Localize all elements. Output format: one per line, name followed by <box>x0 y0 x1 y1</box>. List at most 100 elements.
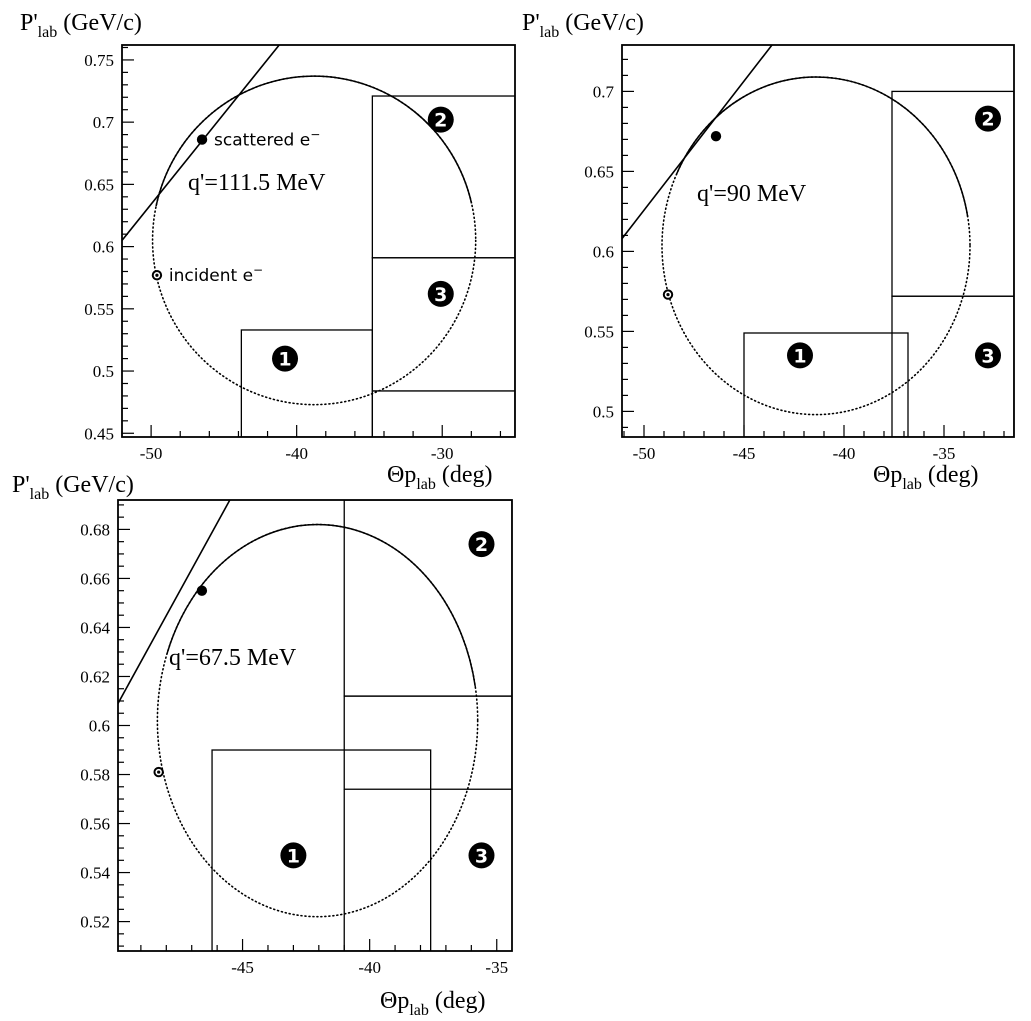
region-3-box <box>343 695 512 790</box>
region-3-badge <box>427 280 454 307</box>
y-tick-label: 0.54 <box>80 864 110 883</box>
y-axis-title: P'lab (GeV/c) <box>12 472 134 503</box>
region-2-badge <box>975 105 1001 132</box>
elastic-peak-line <box>118 500 231 704</box>
plot-area <box>622 45 1014 437</box>
y-tick-label: 0.66 <box>80 569 110 588</box>
chart-panel-bottom-left: 1 2 3 q'=67.5 MeV -45 -40 -35 0.52 0.54 0.56 0.58 0… <box>12 472 513 1019</box>
q-prime-label: q'=67.5 MeV <box>169 645 297 671</box>
x-tick-label: -30 <box>431 444 454 463</box>
region-2-badge-number: 2 <box>434 110 447 132</box>
x-axis-title: Θplab (deg) <box>380 988 486 1019</box>
plot-area <box>118 500 512 951</box>
x-axis-title: Θplab (deg) <box>873 462 979 493</box>
region-1-box <box>240 329 374 437</box>
y-tick-label: 0.55 <box>84 300 114 319</box>
region-3-badge <box>468 842 495 869</box>
x-tick-label: -45 <box>231 958 254 977</box>
region-1-badge-number: 1 <box>287 845 300 867</box>
y-tick-label: 0.6 <box>93 238 114 257</box>
incident-electron-point-core <box>155 273 159 277</box>
y-tick-label: 0.68 <box>80 520 110 539</box>
y-tick-label: 0.56 <box>80 815 110 834</box>
region-1-badge <box>787 342 813 369</box>
region-2-badge <box>427 106 454 133</box>
x-axis-title-subscript: lab <box>902 476 922 493</box>
plot-frame <box>121 44 516 438</box>
y-axis-title-symbol: P' <box>12 472 30 498</box>
region-3-box <box>891 295 1014 437</box>
region-1-badge <box>280 842 307 869</box>
region-1-box <box>211 749 432 951</box>
scattered-electron-point <box>196 134 208 145</box>
x-axis-title: Θplab (deg) <box>387 462 493 493</box>
x-tick-label: -50 <box>140 444 163 463</box>
x-tick-label: -40 <box>358 958 381 977</box>
y-tick-label: 0.5 <box>593 402 614 421</box>
marker-label-superscript: − <box>310 128 320 142</box>
q-prime-label: q'=111.5 MeV <box>188 170 326 196</box>
y-tick-label: 0.7 <box>93 113 115 132</box>
y-axis-title-subscript: lab <box>540 24 560 41</box>
region-2-badge-number: 2 <box>981 109 994 131</box>
kinematic-ellipse-solid-arc <box>155 75 473 207</box>
y-axis-title-subscript: lab <box>30 486 50 503</box>
x-tick-label: -40 <box>285 444 308 463</box>
y-axis-title-unit: (GeV/c) <box>55 472 134 498</box>
scattered-electron-point <box>196 585 208 596</box>
chart-panel-top-right: 1 2 3 q'=90 MeV -50 -45 -40 -35 0.5 0.55 0.6 0.65 0.… <box>522 10 1015 493</box>
y-axis-title: P'lab (GeV/c) <box>20 10 142 41</box>
region-1-badge-number: 1 <box>793 345 806 367</box>
y-axis-title-subscript: lab <box>38 24 58 41</box>
kinematic-ellipse-dotted <box>156 523 479 918</box>
marker-label-superscript: − <box>253 263 263 277</box>
y-tick-label: 0.6 <box>593 242 614 261</box>
y-tick-label: 0.5 <box>93 362 114 381</box>
y-axis-title-unit: (GeV/c) <box>63 10 142 36</box>
y-tick-label: 0.64 <box>80 618 110 637</box>
y-tick-label: 0.45 <box>84 424 114 443</box>
x-axis-title-unit: (deg) <box>442 462 493 488</box>
scattered-electron-point <box>710 131 722 142</box>
region-1-badge <box>272 345 299 372</box>
region-1-box <box>743 332 909 437</box>
y-tick-label: 0.52 <box>80 913 110 932</box>
y-tick-label: 0.65 <box>84 175 114 194</box>
region-3-badge-number: 3 <box>981 345 994 367</box>
region-3-badge <box>975 342 1001 369</box>
y-axis-title-symbol: P' <box>20 10 38 36</box>
y-tick-label: 0.75 <box>84 51 114 70</box>
x-tick-label: -35 <box>933 444 956 463</box>
x-tick-label: -50 <box>633 444 656 463</box>
incident-electron-point-core <box>666 293 670 297</box>
region-2-box <box>343 500 512 697</box>
region-2-badge-number: 2 <box>475 534 488 556</box>
plot-area <box>122 45 515 437</box>
x-axis-title-unit: (deg) <box>435 988 486 1014</box>
x-tick-label: -35 <box>485 958 508 977</box>
scattered-electron-label: scattered e− <box>214 128 320 151</box>
y-axis-title-unit: (GeV/c) <box>565 10 644 36</box>
marker-label-text: incident e <box>169 266 253 286</box>
x-axis-title-symbol: Θp <box>380 988 409 1014</box>
plot-frame <box>621 44 1015 438</box>
y-tick-label: 0.62 <box>80 667 110 686</box>
x-axis-title-unit: (deg) <box>928 462 979 488</box>
x-axis-title-subscript: lab <box>416 476 436 493</box>
region-3-badge-number: 3 <box>434 284 447 306</box>
y-tick-label: 0.58 <box>80 766 110 785</box>
plot-frame <box>117 499 513 952</box>
marker-label-text: scattered e <box>214 131 310 151</box>
region-1-badge-number: 1 <box>278 349 291 371</box>
incident-electron-label: incident e− <box>169 263 263 286</box>
kinematic-ellipse-dotted <box>151 75 477 406</box>
x-tick-label: -45 <box>733 444 756 463</box>
x-axis-title-symbol: Θp <box>873 462 902 488</box>
y-tick-label: 0.55 <box>584 322 614 341</box>
y-axis-title-symbol: P' <box>522 10 540 36</box>
x-axis-title-symbol: Θp <box>387 462 416 488</box>
q-prime-label: q'=90 MeV <box>697 181 807 207</box>
region-2-badge <box>468 531 495 558</box>
